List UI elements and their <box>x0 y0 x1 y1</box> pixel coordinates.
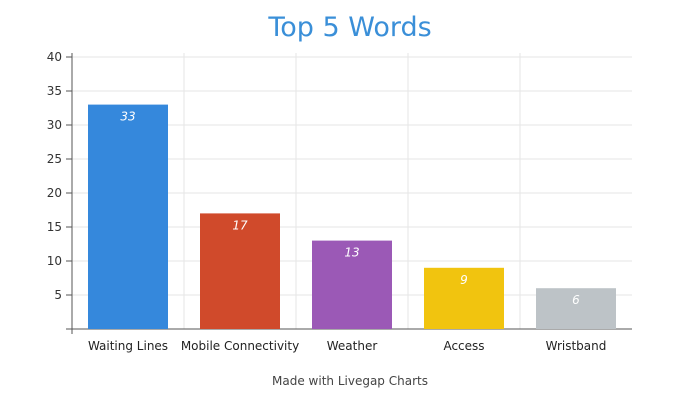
bar <box>312 240 392 329</box>
y-tick-label: 35 <box>47 84 62 98</box>
y-tick-label: 15 <box>47 220 62 234</box>
y-tick-label: 20 <box>47 186 62 200</box>
data-label: 13 <box>344 246 359 260</box>
bar <box>88 104 168 329</box>
x-tick-label: Waiting Lines <box>88 339 168 353</box>
data-label: 6 <box>572 293 580 307</box>
chart-title: Top 5 Words <box>268 12 432 43</box>
y-tick-label: 25 <box>47 152 62 166</box>
y-tick-label: 30 <box>47 118 62 132</box>
data-label: 17 <box>232 218 248 232</box>
x-tick-label: Wristband <box>546 339 607 353</box>
x-tick-label: Mobile Connectivity <box>181 339 299 353</box>
bar <box>424 267 504 329</box>
y-tick-label: 10 <box>47 254 62 268</box>
footer-credit: Made with Livegap Charts <box>272 374 428 388</box>
x-tick-label: Access <box>443 339 484 353</box>
labels: 5 10 15 20 25 30 35 40 33 Waiting Lines 17 Mobile C… <box>47 50 607 353</box>
bars <box>88 104 616 329</box>
y-tick-label: 40 <box>47 50 62 64</box>
y-tick-label: 5 <box>54 288 62 302</box>
data-label: 33 <box>120 110 135 124</box>
x-tick-label: Weather <box>327 339 378 353</box>
bar <box>536 288 616 329</box>
data-label: 9 <box>460 273 468 287</box>
bar <box>200 213 280 329</box>
